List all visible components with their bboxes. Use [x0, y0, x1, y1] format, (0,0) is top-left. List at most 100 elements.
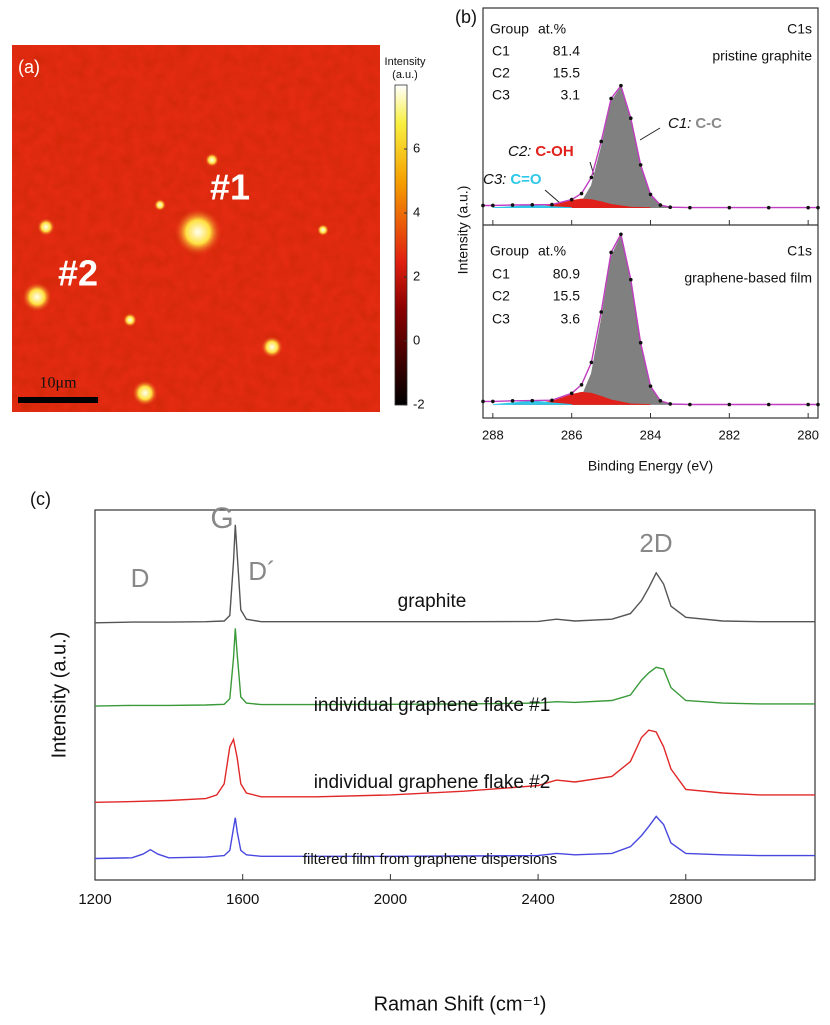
y-axis-title: Intensity (a.u.) [455, 186, 471, 275]
spectrum-name: filtered film from graphene dispersions [303, 851, 557, 868]
spot [154, 199, 166, 211]
data-point [511, 399, 515, 403]
spot [123, 313, 137, 327]
x-tick-label: 1200 [78, 891, 111, 908]
spot [132, 380, 158, 406]
data-point [688, 403, 692, 407]
colorbar [395, 85, 407, 405]
spot [317, 224, 329, 236]
data-point [639, 341, 643, 345]
peak-name: D [131, 563, 150, 593]
data-point [619, 232, 623, 236]
figure: (a)#1#210μm-20246Intensity(a.u.)(b)Group… [0, 0, 830, 1025]
data-point [481, 400, 485, 404]
x-tick-label: 282 [718, 427, 740, 442]
data-point [511, 203, 515, 207]
x-tick-label: 286 [561, 427, 583, 442]
data-point [530, 203, 534, 207]
table-cell: 15.5 [553, 65, 580, 81]
spectrum-name: graphite [398, 591, 467, 612]
x-tick-label: 284 [640, 427, 662, 442]
data-point [728, 206, 732, 210]
colorbar-tick-label: -2 [413, 396, 425, 411]
data-point [629, 278, 633, 282]
xps-frame [483, 8, 818, 418]
data-point [767, 403, 771, 407]
peak-name: D´ [248, 556, 275, 586]
component-area [562, 87, 680, 207]
y-axis-title: Intensity (a.u.) [48, 632, 70, 759]
spectrum-name: individual graphene flake #2 [314, 772, 551, 793]
table-cell: 80.9 [553, 266, 580, 282]
x-axis-title: Raman Shift (cm⁻¹) [374, 993, 547, 1015]
data-point [816, 206, 820, 210]
spot [37, 218, 55, 236]
spectrum-title: C1s [787, 21, 812, 37]
scale-bar [18, 397, 98, 403]
data-point [609, 97, 613, 101]
data-point [530, 399, 534, 403]
table-cell: C3 [492, 311, 510, 327]
x-tick-label: 288 [482, 427, 504, 442]
table-cell: C1 [492, 266, 510, 282]
x-axis-title: Binding Energy (eV) [588, 458, 713, 474]
data-point [599, 140, 603, 144]
peak-name: G [210, 502, 233, 535]
spectrum-line [483, 86, 818, 208]
data-point [649, 193, 653, 197]
peak-label: C-C [695, 115, 722, 132]
spot [261, 336, 283, 358]
page: {"chart_data": [ {"type": "heatmap", "la… [0, 0, 830, 1025]
data-point [570, 198, 574, 202]
panel-label: (b) [455, 7, 477, 27]
table-cell: C2 [492, 65, 510, 81]
peak-annotation: C3:C=O [483, 171, 542, 188]
table-cell: 3.6 [561, 311, 581, 327]
data-point [580, 383, 584, 387]
x-tick-label: 280 [797, 427, 819, 442]
peak-term: C3: [483, 171, 506, 188]
spot [22, 282, 52, 312]
x-tick-label: 1600 [226, 891, 259, 908]
data-point [491, 204, 495, 208]
x-tick-label: 2800 [669, 891, 702, 908]
data-point [806, 403, 810, 407]
data-point [599, 310, 603, 314]
table-cell: 81.4 [553, 43, 580, 59]
x-tick-label: 2000 [374, 891, 407, 908]
data-point [481, 204, 485, 208]
colorbar-title-line: Intensity [385, 56, 426, 68]
data-point [767, 206, 771, 210]
data-point [668, 205, 672, 209]
data-point [590, 176, 594, 180]
colorbar-tick-label: 4 [413, 204, 420, 219]
data-point [580, 192, 584, 196]
peak-annotation: C2:C-OH [508, 143, 574, 160]
data-point [659, 203, 663, 207]
spot [205, 153, 219, 167]
panel-label: (c) [30, 489, 51, 509]
peak-name: 2D [639, 528, 672, 558]
data-point [590, 361, 594, 365]
colorbar-title: Intensity(a.u.) [385, 56, 426, 81]
spectrum-name: individual graphene flake #1 [314, 695, 551, 716]
colorbar-tick-label: 0 [413, 332, 420, 347]
spot-label: #1 [210, 167, 250, 208]
spectrum-title: C1s [787, 243, 812, 259]
x-tick-label: 2400 [521, 891, 554, 908]
data-point [659, 399, 663, 403]
colorbar-tick-label: 2 [413, 268, 420, 283]
table-header: Group [490, 21, 529, 37]
spectrum-line [483, 234, 818, 404]
table-cell: 15.5 [553, 288, 580, 304]
data-point [639, 163, 643, 167]
data-point [491, 400, 495, 404]
table-header: Group [490, 243, 529, 259]
arrow [545, 190, 560, 203]
data-point [649, 384, 653, 388]
peak-label: C=O [510, 171, 542, 188]
arrow [640, 128, 660, 140]
table-header: at.% [538, 243, 566, 259]
data-point [609, 251, 613, 255]
table-cell: C3 [492, 87, 510, 103]
